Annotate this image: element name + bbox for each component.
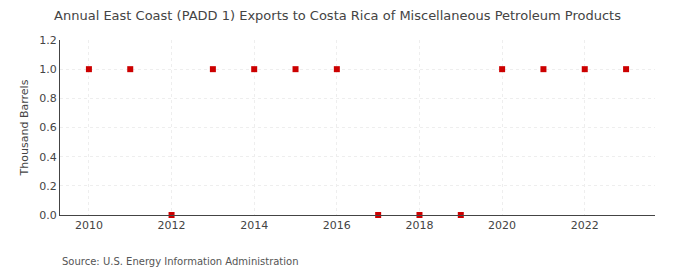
svg-text:1.0: 1.0 — [39, 63, 57, 76]
svg-text:2018: 2018 — [405, 219, 433, 232]
svg-text:2020: 2020 — [488, 219, 516, 232]
svg-text:0.2: 0.2 — [39, 180, 57, 193]
svg-text:Annual East Coast (PADD 1) Exp: Annual East Coast (PADD 1) Exports to Co… — [54, 8, 621, 23]
svg-text:0.8: 0.8 — [39, 92, 57, 105]
svg-text:2022: 2022 — [571, 219, 599, 232]
svg-text:2010: 2010 — [75, 219, 103, 232]
svg-text:2012: 2012 — [158, 219, 186, 232]
svg-text:2016: 2016 — [323, 219, 351, 232]
svg-text:0.4: 0.4 — [39, 151, 57, 164]
svg-text:Source: U.S. Energy Informatio: Source: U.S. Energy Information Administ… — [62, 256, 299, 267]
svg-text:0.6: 0.6 — [39, 121, 57, 134]
svg-text:2014: 2014 — [240, 219, 268, 232]
svg-text:Thousand Barrels: Thousand Barrels — [18, 79, 31, 176]
svg-text:0.0: 0.0 — [39, 209, 57, 222]
svg-text:1.2: 1.2 — [39, 34, 57, 47]
